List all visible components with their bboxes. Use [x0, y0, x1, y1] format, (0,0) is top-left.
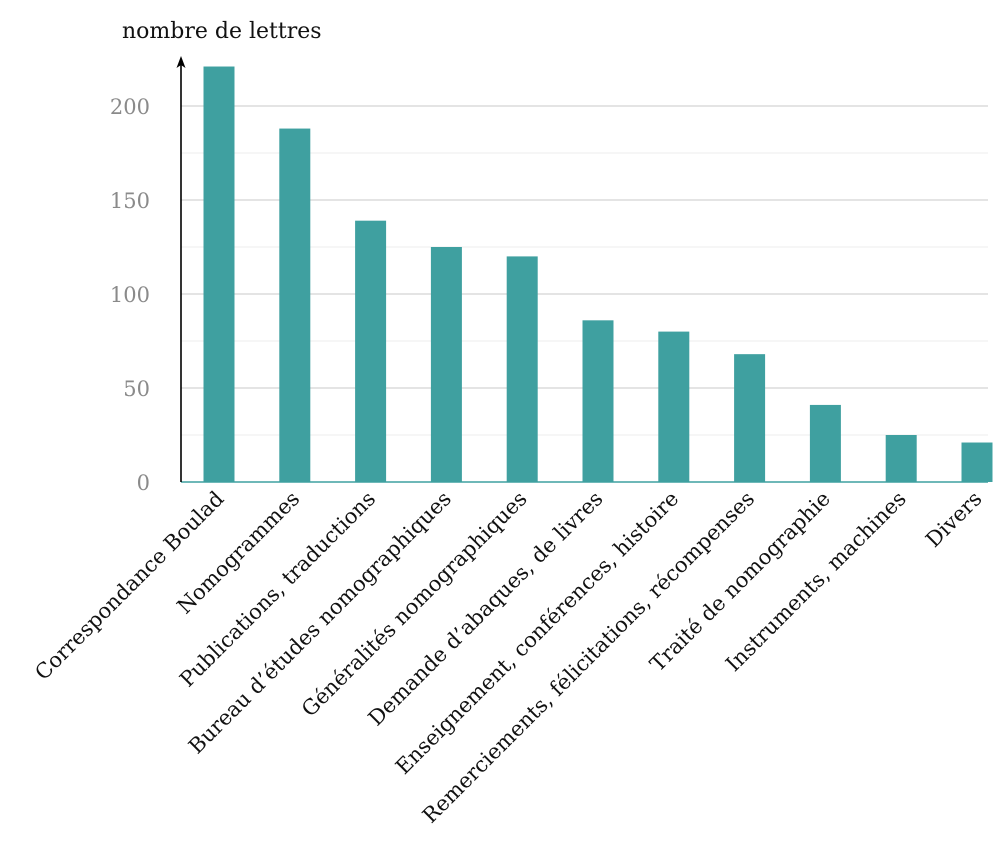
- y-tick-labels: 0 50 100 150 200: [110, 95, 150, 495]
- x-tick-labels: Correspondance BouladNomogrammesPublicat…: [30, 487, 986, 828]
- bar: [203, 66, 235, 483]
- x-tick-label: Enseignement, conférences, histoire: [391, 487, 683, 779]
- bar: [430, 247, 462, 482]
- bar: [355, 220, 387, 482]
- bar: [885, 435, 917, 482]
- x-tick-label: Divers: [921, 487, 987, 553]
- y-axis-arrow: [176, 56, 186, 68]
- bar: [582, 320, 614, 482]
- y-tick-label: 150: [110, 189, 150, 213]
- y-axis-label: nombre de lettres: [122, 19, 322, 44]
- y-tick-label: 100: [110, 283, 150, 307]
- y-tick-label: 0: [137, 471, 150, 495]
- bar: [734, 354, 766, 482]
- bars: [203, 66, 993, 483]
- bar: [658, 331, 690, 482]
- x-tick-label: Bureau d’études nomographiques: [184, 487, 456, 759]
- y-tick-label: 50: [123, 377, 150, 401]
- y-tick-label: 200: [110, 95, 150, 119]
- bar: [279, 128, 311, 482]
- bar: [961, 442, 993, 482]
- bar: [809, 404, 841, 482]
- bar: [506, 256, 538, 482]
